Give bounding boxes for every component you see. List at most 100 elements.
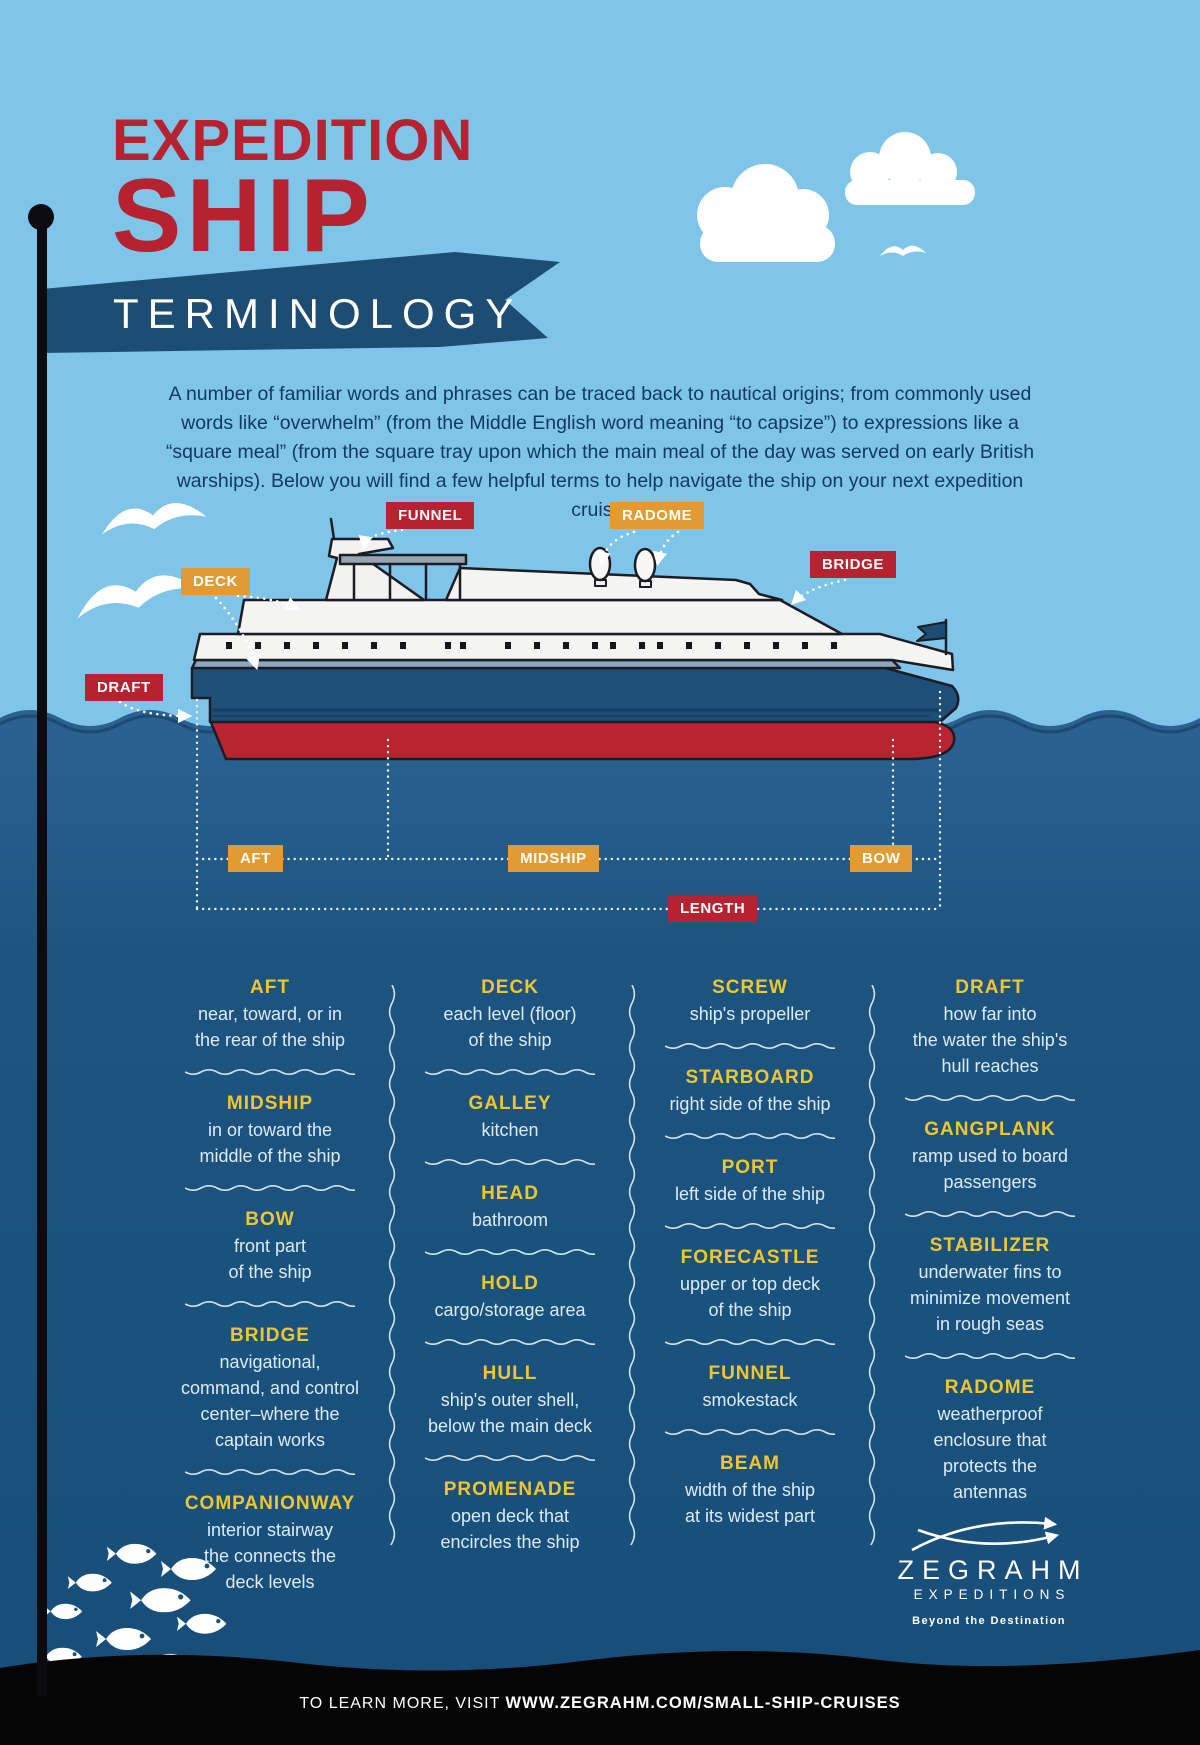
glossary-entry: HOLD cargo/storage area [398, 1271, 623, 1323]
glossary-term: FORECASTLE [680, 1247, 820, 1268]
wavy-separator [665, 1337, 835, 1347]
wavy-separator [185, 1067, 355, 1077]
glossary-definition: each level (floor) of the ship [443, 1004, 577, 1050]
glossary-term: SCREW [712, 977, 788, 998]
footer-prefix: TO LEARN MORE, VISIT [299, 1695, 506, 1712]
glossary-definition: kitchen [481, 1120, 539, 1140]
glossary-entry: FORECASTLE upper or top deck of the ship [638, 1245, 863, 1323]
glossary-definition: near, toward, or in the rear of the ship [194, 1004, 346, 1050]
column-divider [626, 985, 638, 1545]
glossary-entry: STABILIZER underwater fins to minimize mo… [878, 1233, 1103, 1337]
banner-terminology: TERMINOLOGY [113, 290, 523, 337]
glossary-term: BOW [245, 1209, 295, 1230]
glossary-definition: width of the ship at its widest part [684, 1480, 816, 1526]
banner-flag [42, 252, 560, 353]
glossary-term: DRAFT [955, 977, 1025, 998]
intro-paragraph: A number of familiar words and phrases c… [165, 382, 1035, 521]
glossary-term: COMPANIONWAY [184, 1493, 356, 1514]
label-draft: DRAFT [85, 674, 163, 701]
label-radome: RADOME [610, 502, 705, 529]
glossary-definition: open deck that encircles the ship [440, 1506, 580, 1552]
glossary-entry: PORT left side of the ship [638, 1155, 863, 1207]
glossary-term: MIDSHIP [226, 1093, 314, 1114]
wavy-separator [185, 1299, 355, 1309]
glossary-column: DECK each level (floor) of the ship GALLEY… [390, 975, 630, 1595]
wavy-separator [905, 1351, 1075, 1361]
glossary-term: DECK [481, 977, 539, 998]
glossary-definition: front part of the ship [228, 1236, 312, 1282]
glossary-entry: PROMENADE open deck that encircles the sh… [398, 1477, 623, 1555]
glossary-entry: DECK each level (floor) of the ship [398, 975, 623, 1053]
glossary-entry: SCREW ship's propeller [638, 975, 863, 1027]
glossary-term: FUNNEL [708, 1363, 792, 1384]
wavy-separator [665, 1427, 835, 1437]
glossary-entry: BOW front part of the ship [158, 1207, 383, 1285]
glossary-term: HEAD [481, 1183, 539, 1204]
ship-illustration [190, 517, 960, 761]
logo-subtitle: EXPEDITIONS [913, 1586, 1071, 1602]
glossary-term: STARBOARD [685, 1067, 815, 1088]
glossary-grid: AFT near, toward, or in the rear of the s… [150, 975, 1110, 1595]
label-funnel: FUNNEL [386, 502, 475, 529]
footer-wave [0, 1650, 1200, 1745]
seagulls-icon [77, 503, 207, 619]
glossary-term: PROMENADE [443, 1479, 577, 1500]
wavy-separator [425, 1247, 595, 1257]
logo-name: ZEGRAHM [897, 1555, 1089, 1585]
wavy-separator [665, 1221, 835, 1231]
label-length: LENGTH [668, 895, 758, 922]
logo-swoosh-icon [911, 1516, 1060, 1552]
glossary-term: GANGPLANK [924, 1119, 1056, 1140]
glossary-definition: how far into the water the ship's hull r… [912, 1004, 1068, 1076]
glossary-definition: ramp used to board passengers [911, 1146, 1069, 1192]
glossary-entry: GALLEY kitchen [398, 1091, 623, 1143]
label-bow: BOW [850, 845, 913, 872]
glossary-definition: interior stairway the connects the deck … [203, 1520, 337, 1592]
glossary-column: DRAFT how far into the water the ship's h… [870, 975, 1110, 1595]
label-aft: AFT [228, 845, 283, 872]
glossary-definition: left side of the ship [674, 1184, 826, 1204]
glossary-entry: COMPANIONWAY interior stairway the connec… [158, 1491, 383, 1595]
glossary-term: AFT [250, 977, 290, 998]
footer-url: WWW.ZEGRAHM.COM/SMALL-SHIP-CRUISES [505, 1694, 901, 1712]
glossary-entry: HEAD bathroom [398, 1181, 623, 1233]
seagull-icon [880, 245, 926, 256]
glossary-entry: FUNNEL smokestack [638, 1361, 863, 1413]
glossary-entry: STARBOARD right side of the ship [638, 1065, 863, 1117]
clouds-illustration [697, 132, 975, 262]
glossary-definition: underwater fins to minimize movement in … [909, 1262, 1071, 1334]
wavy-separator [185, 1183, 355, 1193]
glossary-definition: smokestack [702, 1390, 798, 1410]
glossary-term: HULL [482, 1363, 538, 1384]
title-expedition: EXPEDITION [112, 108, 474, 173]
wavy-separator [425, 1067, 595, 1077]
label-midship: MIDSHIP [508, 845, 599, 872]
wavy-separator [905, 1209, 1075, 1219]
glossary-term: BEAM [720, 1453, 780, 1474]
column-divider [386, 985, 398, 1545]
glossary-definition: weatherproof enclosure that protects the… [933, 1404, 1047, 1502]
glossary-entry: AFT near, toward, or in the rear of the s… [158, 975, 383, 1053]
glossary-definition: ship's propeller [689, 1004, 811, 1024]
glossary-definition: bathroom [471, 1210, 549, 1230]
column-divider [866, 985, 878, 1545]
footer-text: TO LEARN MORE, VISIT WWW.ZEGRAHM.COM/SMA… [0, 1694, 1200, 1713]
glossary-column: AFT near, toward, or in the rear of the s… [150, 975, 390, 1595]
wavy-separator [185, 1467, 355, 1477]
label-bridge: BRIDGE [810, 551, 896, 578]
title-ship: SHIP [112, 158, 375, 274]
glossary-term: GALLEY [468, 1093, 552, 1114]
wavy-separator [665, 1131, 835, 1141]
glossary-column: SCREW ship's propeller STARBOARD right side… [630, 975, 870, 1595]
glossary-entry: BRIDGE navigational, command, and control… [158, 1323, 383, 1453]
wavy-separator [425, 1337, 595, 1347]
glossary-definition: right side of the ship [669, 1094, 831, 1114]
glossary-entry: RADOME weatherproof enclosure that protec… [878, 1375, 1103, 1505]
glossary-definition: navigational, command, and control cente… [180, 1352, 360, 1450]
glossary-definition: upper or top deck of the ship [679, 1274, 821, 1320]
glossary-term: PORT [721, 1157, 779, 1178]
glossary-entry: GANGPLANK ramp used to board passengers [878, 1117, 1103, 1195]
flag-pole-ball [28, 204, 54, 230]
logo-tagline: Beyond the Destination [912, 1614, 1066, 1627]
